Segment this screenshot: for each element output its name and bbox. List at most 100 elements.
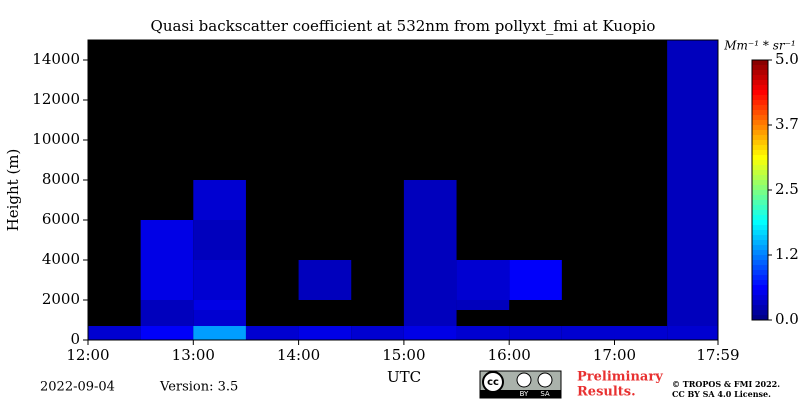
colorbar-segment <box>752 225 768 231</box>
preliminary-note: Results. <box>577 385 636 400</box>
heatmap-cell <box>456 326 510 340</box>
y-tick-label: 8000 <box>42 170 80 188</box>
colorbar-segment <box>752 60 768 66</box>
colorbar-tick-label: 0.0 <box>775 310 799 328</box>
colorbar-segment <box>752 260 768 266</box>
badge-by-circle <box>516 372 532 388</box>
heatmap-cell <box>614 326 668 340</box>
colorbar-segment <box>752 100 768 106</box>
plot-frame <box>87 39 719 341</box>
version: Version: 3.5 <box>159 380 238 395</box>
colorbar-segment <box>752 155 768 161</box>
x-tick-label: 13:00 <box>172 346 215 364</box>
colorbar-segment <box>752 210 768 216</box>
colorbar-segment <box>752 115 768 121</box>
colorbar-segment <box>752 230 768 236</box>
badge-text: BY <box>520 390 529 398</box>
colorbar-segment <box>752 205 768 211</box>
heatmap-cell <box>298 326 352 340</box>
y-tick-label: 14000 <box>32 50 80 68</box>
chart-title: Quasi backscatter coefficient at 532nm f… <box>151 17 656 35</box>
colorbar-segment <box>752 195 768 201</box>
colorbar-segment <box>752 250 768 256</box>
colorbar-segment <box>752 70 768 76</box>
colorbar-segment <box>752 200 768 206</box>
colorbar-segment <box>752 125 768 131</box>
heatmap-cell <box>140 310 194 326</box>
heatmap-cell <box>140 260 194 300</box>
colorbar-segment <box>752 90 768 96</box>
colorbar-segment <box>752 120 768 126</box>
x-tick-label: 16:00 <box>488 346 531 364</box>
colorbar-segment <box>752 275 768 281</box>
y-tick-label: 2000 <box>42 290 80 308</box>
colorbar-tick-label: 2.5 <box>775 180 799 198</box>
x-tick-label: 14:00 <box>277 346 320 364</box>
colorbar-segment <box>752 170 768 176</box>
badge-sa-circle <box>537 372 553 388</box>
y-tick-label: 4000 <box>42 250 80 268</box>
colorbar-segment <box>752 235 768 241</box>
colorbar-segment <box>752 65 768 71</box>
heatmap-cell <box>298 260 352 300</box>
heatmap-cell <box>667 40 718 140</box>
heatmap-cell <box>403 180 457 220</box>
colorbar-segment <box>752 85 768 91</box>
colorbar-segment <box>752 215 768 221</box>
colorbar-segment <box>752 315 768 321</box>
colorbar-segment <box>752 145 768 151</box>
y-tick-label: 12000 <box>32 90 80 108</box>
colorbar-segment <box>752 160 768 166</box>
heatmap-cell <box>193 300 246 310</box>
heatmap-cell <box>456 300 510 310</box>
heatmap-cell <box>456 260 510 300</box>
colorbar-segment <box>752 175 768 181</box>
badge-strip <box>480 390 561 398</box>
heatmap-cell <box>403 260 457 300</box>
colorbar-segment <box>752 255 768 261</box>
x-tick-label: 17:00 <box>593 346 636 364</box>
colorbar-tick-label: 5.0 <box>775 50 799 68</box>
heatmap-cell <box>193 260 246 300</box>
heatmap-cell <box>140 326 194 340</box>
colorbar-segment <box>752 110 768 116</box>
colorbar-segment <box>752 165 768 171</box>
copyright: CC BY SA 4.0 License. <box>672 389 771 399</box>
heatmap-cell <box>193 220 246 260</box>
heatmap-cell <box>403 300 457 310</box>
colorbar-segment <box>752 150 768 156</box>
colorbar-segment <box>752 285 768 291</box>
colorbar-segment <box>752 305 768 311</box>
colorbar-segment <box>752 80 768 86</box>
colorbar-segment <box>752 220 768 226</box>
license-badge: cc BY SA <box>479 370 562 399</box>
heatmap-cell <box>561 326 615 340</box>
x-tick-label: 15:00 <box>382 346 425 364</box>
colorbar-segment <box>752 190 768 196</box>
colorbar-tick-label: 1.2 <box>775 245 799 263</box>
x-tick-label: 12:00 <box>66 346 109 364</box>
colorbar-segment <box>752 280 768 286</box>
y-tick-label: 6000 <box>42 210 80 228</box>
colorbar-segment <box>752 300 768 306</box>
colorbar-segment <box>752 135 768 141</box>
badge-text: SA <box>540 390 550 398</box>
colorbar-segment <box>752 95 768 101</box>
date: 2022-09-04 <box>40 380 115 395</box>
heatmap-cell <box>509 260 562 300</box>
heatmap-cell <box>140 220 194 260</box>
y-tick-label: 0 <box>70 330 80 348</box>
colorbar-segment <box>752 240 768 246</box>
colorbar-segment <box>752 105 768 111</box>
colorbar-segment <box>752 265 768 271</box>
heatmap-cell <box>403 220 457 260</box>
colorbar-segment <box>752 180 768 186</box>
colorbar-segment <box>752 310 768 316</box>
colorbar-segment <box>752 290 768 296</box>
badge-cc-circle <box>482 371 504 393</box>
heatmap-cell <box>667 300 718 310</box>
colorbar-segment <box>752 295 768 301</box>
colorbar-segment <box>752 75 768 81</box>
heatmap-cell <box>88 326 141 340</box>
colorbar-segment <box>752 185 768 191</box>
